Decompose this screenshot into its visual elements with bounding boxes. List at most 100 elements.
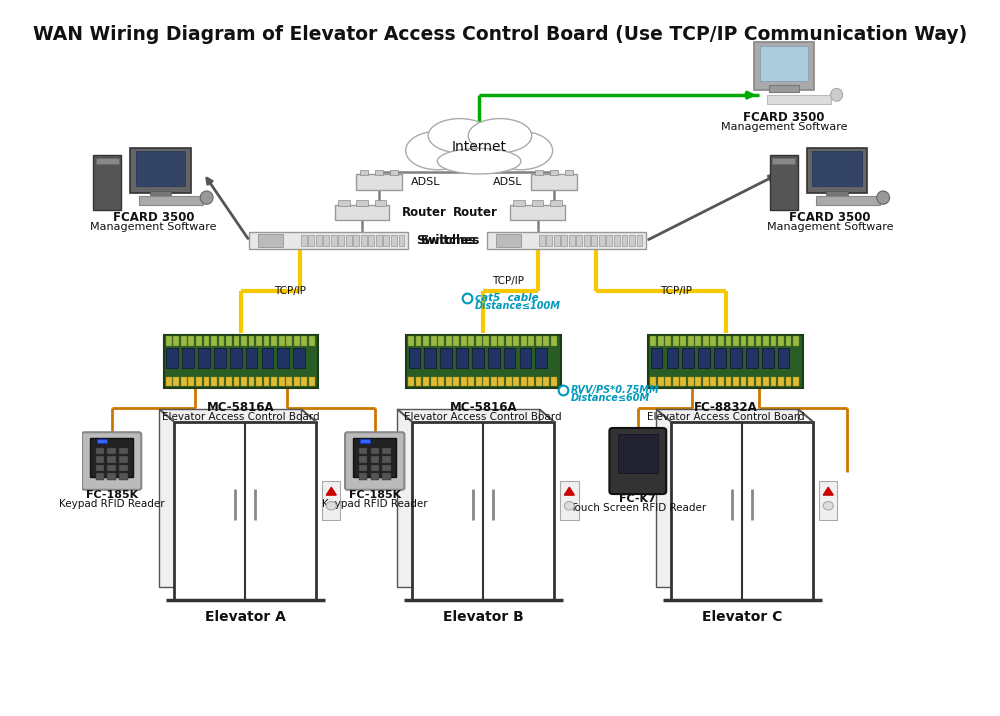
- FancyBboxPatch shape: [496, 234, 521, 247]
- Text: Touch Screen RFID Reader: Touch Screen RFID Reader: [570, 503, 706, 513]
- FancyBboxPatch shape: [760, 46, 808, 81]
- FancyBboxPatch shape: [323, 235, 329, 246]
- FancyBboxPatch shape: [816, 196, 880, 205]
- FancyBboxPatch shape: [90, 438, 133, 477]
- FancyBboxPatch shape: [219, 377, 224, 387]
- FancyBboxPatch shape: [382, 448, 391, 454]
- FancyBboxPatch shape: [136, 150, 185, 185]
- Text: FCARD 3500: FCARD 3500: [113, 211, 194, 224]
- FancyBboxPatch shape: [561, 235, 567, 246]
- FancyBboxPatch shape: [726, 337, 731, 347]
- FancyBboxPatch shape: [446, 337, 452, 347]
- FancyBboxPatch shape: [576, 235, 582, 246]
- FancyBboxPatch shape: [606, 235, 612, 246]
- FancyBboxPatch shape: [338, 200, 350, 206]
- FancyBboxPatch shape: [173, 337, 179, 347]
- FancyBboxPatch shape: [472, 348, 484, 368]
- FancyBboxPatch shape: [710, 377, 716, 387]
- FancyBboxPatch shape: [754, 42, 814, 90]
- FancyBboxPatch shape: [819, 480, 837, 520]
- FancyBboxPatch shape: [246, 348, 257, 368]
- FancyBboxPatch shape: [488, 348, 500, 368]
- FancyBboxPatch shape: [506, 337, 512, 347]
- FancyBboxPatch shape: [762, 348, 774, 368]
- FancyBboxPatch shape: [279, 337, 285, 347]
- Text: FC-K7: FC-K7: [619, 494, 656, 504]
- FancyBboxPatch shape: [119, 465, 128, 471]
- FancyBboxPatch shape: [680, 377, 686, 387]
- FancyBboxPatch shape: [335, 205, 389, 221]
- Text: Keypad RFID Reader: Keypad RFID Reader: [59, 498, 164, 508]
- Text: TCP/IP: TCP/IP: [274, 286, 306, 296]
- FancyBboxPatch shape: [399, 235, 404, 246]
- FancyBboxPatch shape: [361, 235, 367, 246]
- FancyBboxPatch shape: [483, 337, 489, 347]
- Text: cat5  cable: cat5 cable: [475, 293, 539, 303]
- FancyBboxPatch shape: [487, 232, 646, 249]
- FancyBboxPatch shape: [476, 377, 482, 387]
- FancyBboxPatch shape: [301, 337, 307, 347]
- FancyBboxPatch shape: [440, 348, 452, 368]
- FancyBboxPatch shape: [360, 170, 368, 175]
- FancyBboxPatch shape: [230, 348, 242, 368]
- Text: Distance≤60M: Distance≤60M: [571, 394, 650, 404]
- FancyBboxPatch shape: [438, 337, 444, 347]
- FancyBboxPatch shape: [695, 377, 701, 387]
- Text: Elevator B: Elevator B: [443, 610, 524, 624]
- FancyBboxPatch shape: [504, 348, 515, 368]
- FancyBboxPatch shape: [371, 465, 379, 471]
- FancyBboxPatch shape: [150, 191, 171, 195]
- FancyBboxPatch shape: [786, 377, 791, 387]
- FancyBboxPatch shape: [741, 337, 746, 347]
- FancyBboxPatch shape: [383, 235, 389, 246]
- FancyBboxPatch shape: [322, 480, 340, 520]
- FancyBboxPatch shape: [234, 337, 239, 347]
- FancyBboxPatch shape: [703, 377, 709, 387]
- Text: Router: Router: [402, 206, 447, 219]
- FancyBboxPatch shape: [807, 147, 867, 193]
- FancyBboxPatch shape: [119, 448, 128, 454]
- FancyBboxPatch shape: [550, 170, 558, 175]
- FancyBboxPatch shape: [301, 377, 307, 387]
- FancyBboxPatch shape: [554, 235, 560, 246]
- FancyBboxPatch shape: [826, 191, 848, 195]
- FancyBboxPatch shape: [771, 377, 776, 387]
- FancyBboxPatch shape: [528, 337, 534, 347]
- Text: MC-5816A: MC-5816A: [449, 401, 517, 414]
- FancyBboxPatch shape: [293, 348, 305, 368]
- FancyBboxPatch shape: [468, 337, 474, 347]
- FancyBboxPatch shape: [688, 337, 694, 347]
- FancyBboxPatch shape: [130, 147, 191, 193]
- FancyBboxPatch shape: [198, 348, 210, 368]
- FancyBboxPatch shape: [204, 337, 209, 347]
- FancyBboxPatch shape: [535, 348, 547, 368]
- FancyBboxPatch shape: [584, 235, 590, 246]
- FancyBboxPatch shape: [730, 348, 742, 368]
- FancyBboxPatch shape: [521, 337, 527, 347]
- FancyBboxPatch shape: [539, 235, 545, 246]
- FancyBboxPatch shape: [756, 337, 761, 347]
- Text: ADSL: ADSL: [493, 177, 523, 187]
- Text: Distance≤100M: Distance≤100M: [475, 301, 561, 311]
- Circle shape: [326, 501, 336, 510]
- FancyBboxPatch shape: [368, 235, 374, 246]
- Text: Management Software: Management Software: [767, 222, 893, 231]
- FancyBboxPatch shape: [96, 473, 104, 480]
- Ellipse shape: [489, 131, 553, 170]
- FancyBboxPatch shape: [510, 205, 565, 221]
- FancyBboxPatch shape: [166, 377, 172, 387]
- Polygon shape: [159, 409, 301, 587]
- FancyBboxPatch shape: [214, 348, 226, 368]
- FancyBboxPatch shape: [667, 348, 678, 368]
- FancyBboxPatch shape: [376, 235, 382, 246]
- FancyBboxPatch shape: [390, 170, 398, 175]
- FancyBboxPatch shape: [793, 337, 799, 347]
- Polygon shape: [823, 488, 833, 495]
- FancyBboxPatch shape: [309, 337, 315, 347]
- FancyBboxPatch shape: [535, 170, 543, 175]
- FancyBboxPatch shape: [188, 337, 194, 347]
- FancyBboxPatch shape: [536, 377, 542, 387]
- Polygon shape: [671, 422, 813, 599]
- FancyBboxPatch shape: [416, 377, 421, 387]
- Text: FC-8832A: FC-8832A: [694, 401, 757, 414]
